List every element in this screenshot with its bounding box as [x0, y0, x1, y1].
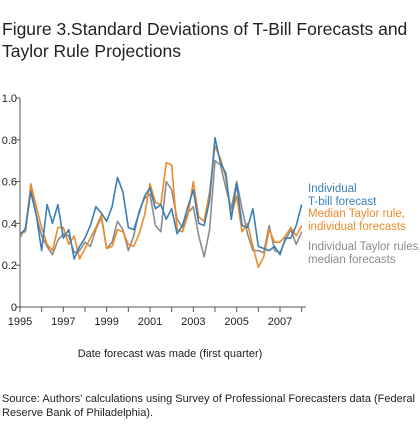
y-tick-label: 0.4: [2, 218, 17, 230]
legend-label-1: T-bill forecast: [308, 196, 377, 208]
series-line-1: [19, 136, 303, 260]
y-tick-label: 0.6: [2, 177, 17, 189]
y-tick-label: 0.8: [2, 135, 17, 147]
legend-label-2: individual forecasts: [308, 221, 406, 233]
source-note: Source: Authors' calculations using Surv…: [2, 393, 415, 419]
x-tick-label: 2003: [181, 316, 205, 328]
series-line-3: [19, 159, 303, 258]
x-tick-label: 1997: [51, 316, 75, 328]
series-layer: [19, 136, 303, 269]
y-tick-label: 1.0: [2, 93, 17, 105]
x-axis-label: Date forecast was made (first quarter): [77, 348, 263, 360]
y-tick-label: 0: [11, 302, 17, 314]
x-tick-label: 1995: [8, 316, 32, 328]
legend-label-1: Individual: [308, 183, 357, 195]
y-tick-label: 0.2: [2, 260, 17, 272]
legend-label-3: median forecasts: [308, 254, 396, 266]
x-tick-label: 2001: [138, 316, 162, 328]
axes: 0 0.2 0.4 0.6 0.8 1.0 1995 1997 1999 2001 2003 2005…: [2, 93, 306, 328]
x-tick-label: 1999: [94, 316, 118, 328]
x-tick-label: 2007: [268, 316, 292, 328]
legend-label-3: Individual Taylor rules,: [308, 241, 420, 253]
legend-label-2: Median Taylor rule,: [308, 208, 405, 220]
x-tick-label: 2005: [224, 316, 248, 328]
chart-title: Figure 3.Standard Deviations of T-Bill F…: [2, 19, 408, 61]
